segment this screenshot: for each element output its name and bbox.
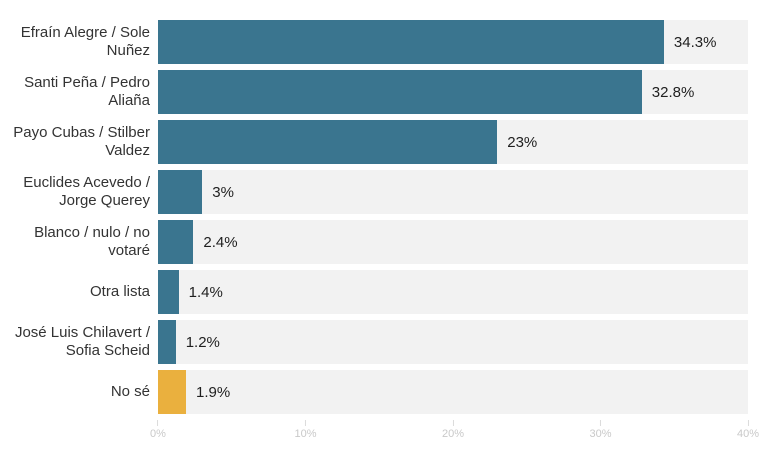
- category-label: Payo Cubas / Stilber Valdez: [13, 124, 150, 159]
- bar-track: 3%: [158, 170, 748, 214]
- bar-track: 34.3%: [158, 20, 748, 64]
- x-axis-tick: 30%: [589, 420, 612, 440]
- category-label: José Luis Chilavert / Sofia Scheid: [14, 324, 150, 359]
- bar: [158, 120, 498, 164]
- chart-row: Payo Cubas / Stilber Valdez 23%: [0, 117, 768, 167]
- x-axis-tick: 0%: [150, 420, 166, 440]
- chart-row: Efraín Alegre / Sole Nuñez 34.3%: [0, 17, 768, 67]
- bar-track: 1.2%: [158, 320, 748, 364]
- tick-label: 0%: [150, 428, 166, 440]
- chart-row: No sé 1.9%: [0, 367, 768, 417]
- x-axis-tick: 10%: [294, 420, 317, 440]
- tick-label: 30%: [589, 428, 612, 440]
- tick-label: 40%: [736, 428, 760, 440]
- bar: [158, 170, 203, 214]
- category-label: Euclides Acevedo / Jorge Querey: [23, 174, 150, 209]
- chart-row: Euclides Acevedo / Jorge Querey 3%: [0, 167, 768, 217]
- bar: [158, 370, 187, 414]
- category-label: Efraín Alegre / Sole Nuñez: [20, 24, 150, 59]
- chart-rows: Efraín Alegre / Sole Nuñez 34.3% Santi Peñ…: [0, 17, 768, 417]
- tick-label: 20%: [441, 428, 465, 440]
- value-label: 2.4%: [203, 233, 238, 251]
- bar: [158, 220, 194, 264]
- category-label: Otra lista: [89, 283, 150, 300]
- tick-label: 10%: [294, 428, 317, 440]
- chart-row: Santi Peña / Pedro Aliaña 32.8%: [0, 67, 768, 117]
- chart-row: Otra lista 1.4%: [0, 267, 768, 317]
- tick-mark: [305, 420, 306, 426]
- value-label: 1.2%: [185, 333, 220, 351]
- bar-track: 2.4%: [158, 220, 748, 264]
- tick-mark: [747, 420, 749, 426]
- x-axis-tick: 40%: [737, 420, 759, 440]
- value-label: 23%: [507, 133, 538, 151]
- chart-row: José Luis Chilavert / Sofia Scheid 1.2%: [0, 317, 768, 367]
- value-label: 3%: [212, 183, 234, 201]
- bar-track: 32.8%: [158, 70, 748, 114]
- bar-track: 23%: [158, 120, 748, 164]
- chart-row: Blanco / nulo / no votaré 2.4%: [0, 217, 768, 267]
- category-label: Blanco / nulo / no votaré: [34, 224, 150, 259]
- bar-track: 1.4%: [158, 270, 748, 314]
- value-label: 34.3%: [673, 33, 717, 51]
- category-label: Santi Peña / Pedro Aliaña: [24, 74, 150, 109]
- tick-mark: [600, 420, 601, 426]
- tick-mark: [157, 420, 159, 426]
- category-label: No sé: [110, 383, 150, 400]
- value-label: 1.4%: [188, 283, 223, 301]
- x-axis-tick: 20%: [442, 420, 464, 440]
- x-axis: 0% 10% 20% 30% 40%: [150, 420, 759, 450]
- bar: [158, 270, 179, 314]
- bar-track: 1.9%: [158, 370, 748, 414]
- bar: [158, 320, 176, 364]
- value-label: 1.9%: [196, 383, 231, 401]
- bar: [158, 70, 642, 114]
- tick-mark: [452, 420, 454, 426]
- value-label: 32.8%: [651, 83, 695, 101]
- bar: [158, 20, 664, 64]
